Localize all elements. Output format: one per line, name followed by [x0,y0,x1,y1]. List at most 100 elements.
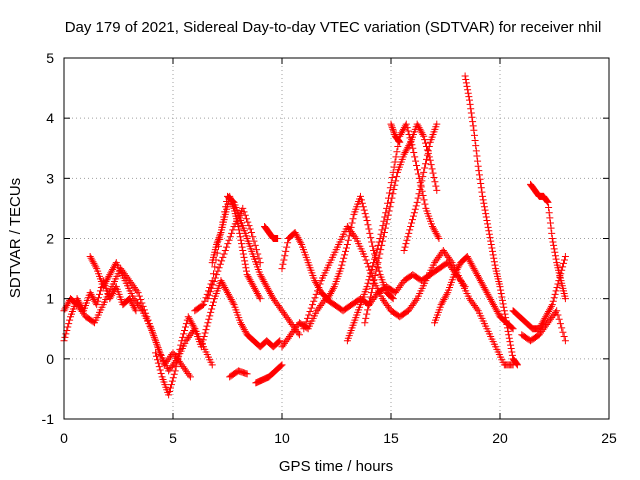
data-point [255,254,263,262]
data-point [343,241,351,249]
data-point [363,216,371,224]
y-tick-label: 2 [46,231,54,247]
data-point [209,281,217,289]
data-point [400,247,408,255]
data-point [489,247,497,255]
data-point [498,296,506,304]
data-point [329,284,337,292]
data-point [482,210,490,218]
data-point [283,243,291,251]
data-point [422,139,430,147]
data-point [384,211,392,219]
data-point [157,369,165,377]
data-point [385,207,393,215]
data-point [419,130,427,138]
data-point [223,243,231,251]
data-point [177,341,185,349]
data-point [414,194,422,202]
data-point [513,360,521,368]
data-point [137,296,145,304]
data-point [381,224,389,232]
data-point [500,307,508,315]
data-point [226,233,234,241]
data-point [340,254,348,262]
data-point [389,127,397,135]
data-point [361,319,369,327]
data-point [228,229,236,237]
data-point [420,168,428,176]
data-point [200,332,208,340]
data-point [274,235,282,242]
data-point [462,75,470,83]
data-point [96,287,104,295]
data-point [153,342,161,350]
series-track-18 [431,253,517,333]
data-point [181,326,189,334]
data-point [488,244,496,252]
data-point [155,345,163,353]
data-point [547,302,555,310]
data-point [491,261,499,269]
data-point [218,257,226,265]
x-tick-label: 15 [383,430,399,446]
data-point [363,310,371,318]
data-point [229,203,237,211]
data-point [368,284,376,292]
data-point [174,354,182,362]
data-point [284,239,292,247]
data-point [389,190,397,198]
data-point [64,323,72,331]
data-point [392,177,400,185]
data-point [552,287,560,295]
data-point [376,250,384,258]
data-point [478,188,486,196]
data-point [373,245,381,253]
data-point [403,124,411,132]
data-point [198,339,206,347]
data-point [209,270,217,278]
data-point [132,307,140,315]
data-point [278,265,286,273]
data-point [390,186,398,194]
data-point [169,374,177,382]
data-point [228,198,236,206]
data-point [134,289,142,297]
data-point [475,167,483,175]
data-point [430,173,438,181]
data-point [479,192,487,200]
data-point [412,157,420,165]
data-point [387,120,395,128]
data-point [461,72,469,80]
data-point [550,241,558,249]
data-point [206,312,214,320]
data-point [137,305,145,313]
data-point [402,240,410,248]
data-point [380,228,388,236]
data-point [342,244,350,252]
data-point [150,333,158,341]
data-point [553,283,561,291]
data-point [479,196,487,204]
data-point [240,253,248,261]
data-point [219,253,227,261]
data-point [242,267,250,275]
data-point [487,241,495,249]
data-point [447,257,455,265]
x-tick-label: 10 [274,430,290,446]
data-point [508,351,516,359]
data-point [205,291,213,299]
data-point [432,182,440,190]
data-point [552,255,560,263]
data-point [208,284,216,292]
data-point [171,367,179,375]
data-point [367,269,375,277]
data-point [497,290,505,298]
data-point [508,348,516,356]
data-point [464,86,472,94]
data-point [156,366,164,374]
data-point [416,186,424,194]
data-point [357,196,365,204]
data-point [241,260,249,268]
data-point [359,203,367,211]
data-point [364,279,372,287]
